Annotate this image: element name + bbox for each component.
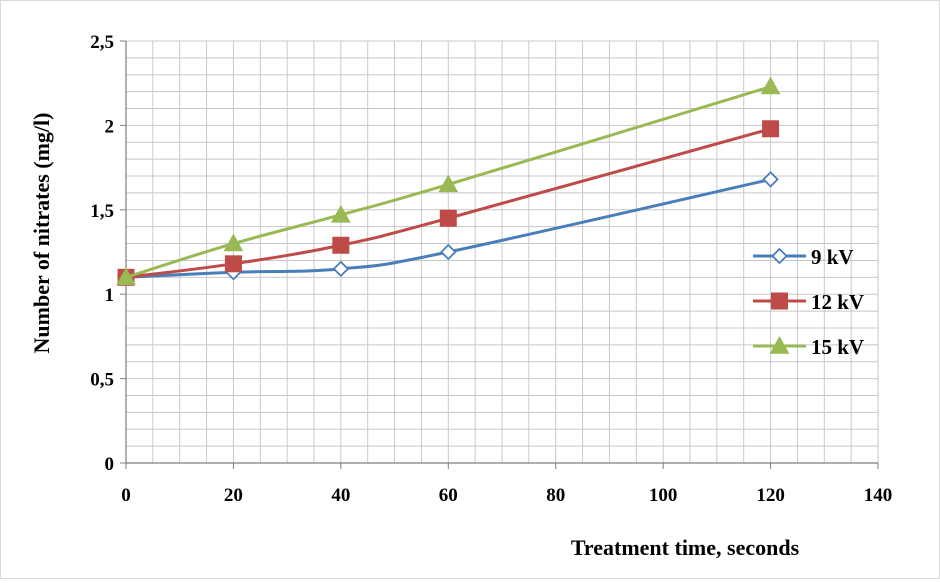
data-point-15-kv — [760, 76, 781, 95]
x-tick-label: 40 — [331, 485, 350, 506]
axes: 0 20 40 60 80 100 120 140 0 0,5 1 1,5 2 2,5 — [90, 32, 892, 506]
y-tick-label: 2,5 — [90, 32, 114, 53]
data-point-12-kv — [332, 236, 350, 254]
series-line-9-kv — [125, 177, 771, 279]
data-point-12-kv — [762, 120, 780, 138]
legend: 9 kV 12 kV 15 kV — [753, 245, 864, 359]
data-point-9-kv — [440, 243, 457, 261]
legend-marker — [769, 335, 790, 354]
y-tick-label: 2 — [105, 116, 115, 137]
data-point-12-kv — [224, 255, 242, 273]
series-15-kv — [116, 76, 781, 286]
legend-item-15-kv: 15 kV — [753, 335, 864, 359]
data-point-9-kv — [762, 171, 779, 188]
legend-item-9-kv: 9 kV — [753, 245, 854, 269]
data-point-9-kv — [332, 260, 350, 278]
x-axis-title: Treatment time, seconds — [571, 535, 800, 560]
legend-marker — [771, 247, 788, 265]
legend-label: 9 kV — [811, 245, 854, 269]
legend-marker — [771, 292, 788, 310]
x-tick-label: 20 — [224, 485, 243, 506]
x-tick-label: 100 — [649, 485, 678, 506]
data-point-15-kv — [116, 267, 136, 286]
x-tick-label: 0 — [121, 485, 131, 506]
legend-label: 12 kV — [811, 290, 864, 314]
data-point-15-kv — [438, 174, 459, 193]
series-line-12-kv — [125, 127, 771, 279]
y-tick-label: 1 — [105, 285, 115, 306]
x-tick-label: 60 — [439, 485, 458, 506]
y-tick-label: 0 — [105, 454, 115, 475]
data-point-15-kv — [223, 233, 244, 252]
data-point-15-kv — [331, 204, 351, 223]
legend-item-12-kv: 12 kV — [753, 290, 864, 314]
legend-label: 15 kV — [811, 335, 864, 359]
y-tick-label: 1,5 — [90, 201, 114, 222]
series-line-15-kv — [125, 85, 772, 279]
x-tick-label: 120 — [756, 485, 785, 506]
series-layer — [116, 76, 781, 286]
y-tick-label: 0,5 — [90, 370, 114, 391]
grid — [125, 40, 879, 464]
x-tick-label: 140 — [864, 485, 893, 506]
x-tick-label: 80 — [546, 485, 565, 506]
y-axis-title: Number of nitrates (mg/l) — [29, 113, 54, 354]
data-point-12-kv — [439, 209, 457, 227]
